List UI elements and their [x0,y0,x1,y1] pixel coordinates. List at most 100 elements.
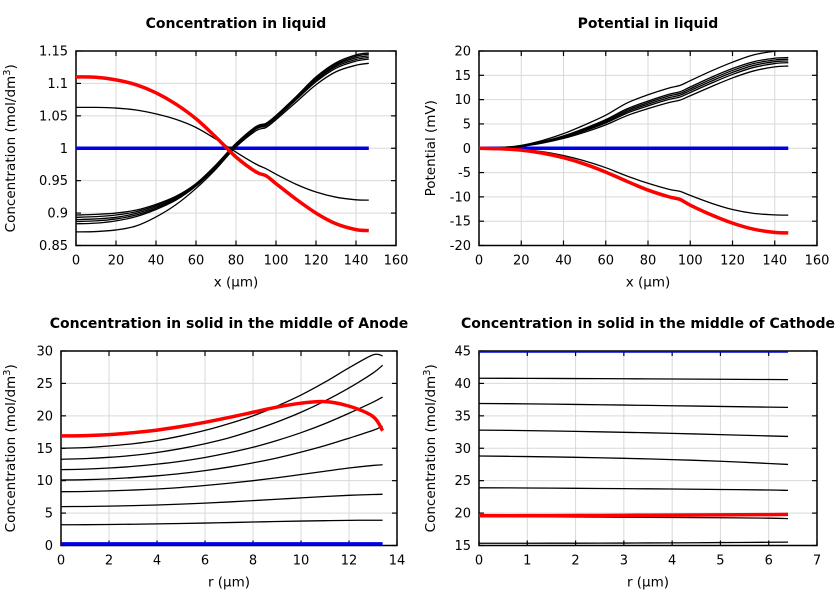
y-tick-label: 25 [454,474,471,489]
y-tick-label: 25 [36,377,53,392]
x-tick-label: 120 [304,254,329,269]
x-tick-label: 12 [341,554,358,569]
curve-black-4 [479,455,789,466]
x-tick-label: 60 [188,254,205,269]
x-tick-label: 7 [813,554,821,569]
chart-concentration-solid-anode: 0 2 4 6 8 10 12 14 0 5 10 15 20 25 30 Concentration in … [0,300,420,600]
x-axis-label: r (µm) [627,575,669,591]
y-tick-label: 20 [454,507,471,522]
curve-red-highlight [479,146,789,235]
series-group [479,51,789,235]
y-tick-label: 0.9 [47,207,68,222]
x-tick-label: 80 [640,254,657,269]
y-tick-label: 15 [36,442,53,457]
y-tick-label: 10 [454,93,471,108]
chart-concentration-solid-cathode: 0 1 2 3 4 5 6 7 15 20 25 30 35 40 45 Concentration in s… [420,300,840,600]
x-tick-label: 2 [571,554,579,569]
y-tick-label: 30 [36,345,53,360]
series-group [61,353,385,546]
y-tick-label: 5 [463,117,471,132]
x-tick-label: 140 [762,254,787,269]
y-tick-label: -20 [450,239,471,254]
curve-black-7 [479,147,789,216]
chart-svg-concentration-in-liquid: 0 20 40 60 80 100 120 140 160 0.85 0.9 0.95 1 1.05 1.1… [2,16,408,291]
x-tick-label: 100 [264,254,289,269]
x-axis-label: x (µm) [214,275,259,291]
y-tick-label: 5 [45,507,53,522]
curve-black-2 [479,402,789,409]
x-tick-label: 1 [523,554,531,569]
gridlines [60,350,398,546]
axis-ticks [75,50,397,247]
curve-black-1 [479,51,789,149]
x-tick-label: 3 [620,554,628,569]
curve-black-2 [61,364,384,460]
x-tick-label: 6 [201,554,209,569]
y-tick-label: 20 [454,45,471,60]
y-tick-label: 15 [454,539,471,554]
x-tick-label: 0 [72,254,80,269]
y-tick-label: 0 [45,539,53,554]
y-axis-label: Concentration (mol/dm3) [2,364,19,532]
curve-black-3 [479,58,789,149]
curve-black-5 [61,464,383,493]
curve-black-6 [76,52,369,216]
chart-title: Concentration in solid in the middle of … [461,316,835,332]
x-tick-label: 4 [668,554,676,569]
x-tick-label: 40 [555,254,572,269]
axis-ticks [478,50,818,247]
y-tick-label: 30 [454,442,471,457]
y-tick-label: 20 [36,409,53,424]
x-tick-label: 100 [678,254,703,269]
y-tick-label: 0.85 [39,239,68,254]
y-tick-label: -10 [450,190,471,205]
y-tick-label: 1.15 [39,45,68,60]
chart-svg-concentration-solid-anode: 0 2 4 6 8 10 12 14 0 5 10 15 20 25 30 Concentration in … [2,316,408,591]
y-tick-label: 10 [36,474,53,489]
curve-black-3 [61,396,383,471]
curve-black-3 [479,429,789,438]
y-tick-label: 0.95 [39,174,68,189]
series-group [479,351,789,544]
x-tick-label: 20 [513,254,530,269]
x-tick-label: 60 [597,254,614,269]
chart-svg-potential-in-liquid: 0 20 40 60 80 100 120 140 160 -20 -15 -10 -5 0 5 10 15 20… [423,16,830,291]
x-tick-label: 120 [720,254,745,269]
x-tick-label: 14 [389,554,406,569]
y-tick-label: 40 [454,377,471,392]
x-tick-label: 20 [108,254,125,269]
curve-red-highlight [76,75,369,233]
x-tick-label: 80 [228,254,245,269]
curve-black-1 [61,353,383,449]
y-tick-label: -5 [458,166,471,181]
x-tick-label: 0 [57,554,65,569]
x-tick-label: 0 [475,554,483,569]
y-tick-label: 1 [60,142,68,157]
y-axis-label: Potential (mV) [423,100,439,196]
curve-black-7 [76,106,369,201]
x-tick-label: 40 [148,254,165,269]
x-tick-label: 8 [249,554,257,569]
x-tick-label: 2 [105,554,113,569]
curve-black-1 [479,377,789,381]
y-tick-label: -15 [450,215,471,230]
y-tick-label: 1.05 [39,109,68,124]
series-group [76,52,369,233]
curve-black-6 [479,65,789,149]
y-tick-label: 1.1 [47,77,68,92]
x-tick-label: 140 [344,254,369,269]
y-tick-label: 15 [454,69,471,84]
x-tick-label: 160 [805,254,830,269]
curve-black-7 [61,519,383,526]
y-tick-label: 35 [454,409,471,424]
y-tick-label: 0 [463,142,471,157]
curve-black-5 [479,487,789,492]
chart-title: Concentration in solid in the middle of … [50,316,408,332]
chart-concentration-in-liquid: 0 20 40 60 80 100 120 140 160 0.85 0.9 0.95 1 1.05 1.1… [0,0,420,300]
curve-red-highlight [61,399,385,438]
curve-black-1 [76,62,369,233]
y-axis-label: Concentration (mol/dm3) [422,364,439,532]
curve-black-7 [479,541,789,544]
